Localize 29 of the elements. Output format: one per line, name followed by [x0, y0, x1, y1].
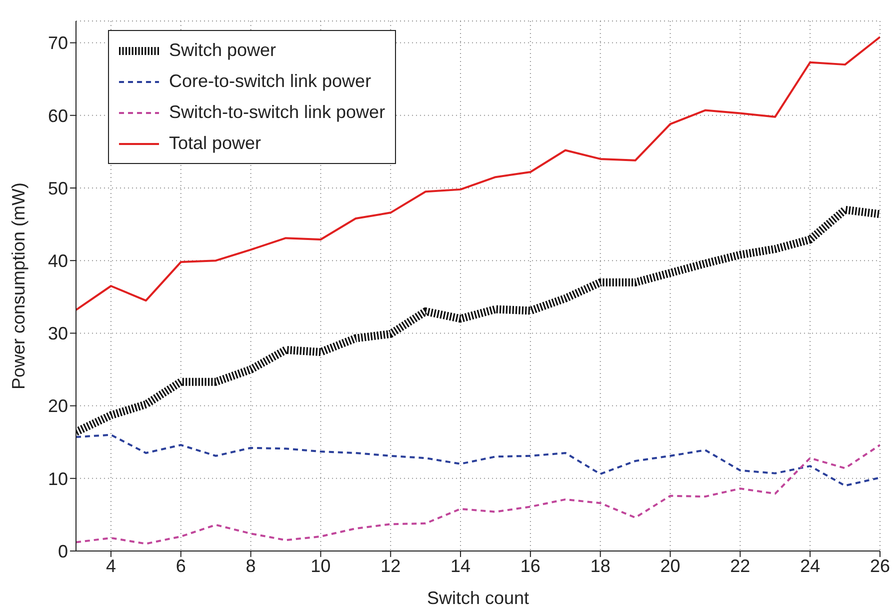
x-tick-label: 20 [660, 556, 680, 576]
y-tick-label: 10 [48, 468, 68, 489]
x-tick-label: 22 [730, 556, 750, 576]
x-tick-label: 8 [246, 556, 256, 576]
legend-label: Switch power [169, 40, 276, 61]
y-tick-label: 50 [48, 178, 68, 198]
legend-label: Switch-to-switch link power [169, 102, 386, 123]
legend-label: Total power [169, 133, 262, 154]
x-tick-label: 26 [870, 556, 890, 576]
y-axis-title: Power consumption (mW) [8, 182, 28, 390]
y-tick-label: 30 [48, 324, 68, 344]
x-tick-label: 6 [176, 556, 186, 576]
y-tick-label: 20 [48, 396, 68, 416]
x-tick-label: 10 [310, 556, 331, 576]
y-tick-label: 70 [48, 33, 68, 54]
y-tick-label: 0 [58, 541, 68, 562]
x-tick-label: 24 [800, 556, 820, 576]
x-tick-label: 4 [106, 556, 116, 576]
x-axis-title: Switch count [426, 588, 530, 608]
line-series [76, 36, 880, 311]
x-tick-label: 14 [450, 556, 471, 576]
x-tick-label: 12 [380, 556, 401, 576]
line-series [76, 444, 880, 545]
line-series [76, 434, 880, 487]
y-tick-label: 60 [48, 106, 68, 126]
x-tick-label: 18 [590, 556, 610, 576]
x-tick-label: 16 [520, 556, 540, 576]
y-tick-label: 40 [48, 250, 68, 271]
legend-label: Core-to-switch link power [169, 71, 372, 92]
